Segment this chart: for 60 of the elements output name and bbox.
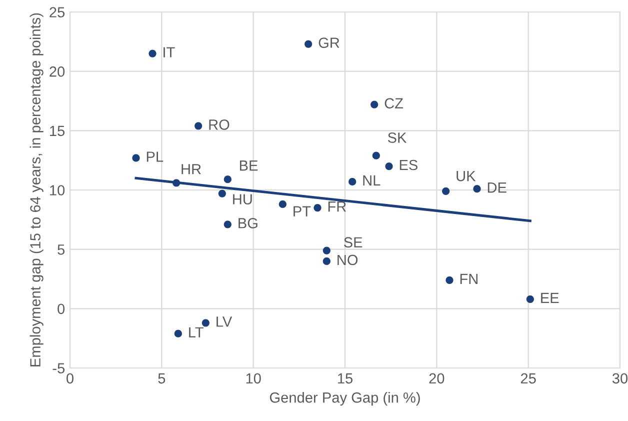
point: [442, 187, 450, 195]
point: [202, 319, 210, 327]
annotation: FN: [460, 274, 478, 284]
x-tick-label: 10: [246, 373, 261, 384]
point: [446, 276, 454, 284]
point: [314, 204, 322, 212]
annotation: LT: [189, 327, 204, 338]
y-tick-label: 5: [58, 244, 65, 255]
x-tick-label: 25: [520, 373, 536, 384]
point: [194, 122, 202, 130]
y-tick-label: 10: [50, 185, 65, 196]
annotation: NL: [363, 175, 380, 186]
annotation: PT: [294, 206, 311, 216]
point: [370, 100, 378, 108]
point: [348, 178, 356, 186]
x-tick-label: 20: [429, 373, 444, 384]
annotation: FR: [328, 202, 346, 212]
annotation: LV: [216, 316, 232, 327]
y-tick-label: 25: [50, 7, 65, 18]
x-axis-title: Gender Pay Gap (in %): [270, 392, 420, 406]
x-tick-label: 30: [612, 373, 628, 384]
point: [148, 50, 156, 58]
annotation: ES: [400, 160, 418, 170]
annotation: EE: [541, 292, 559, 303]
point: [172, 179, 180, 187]
annotation: SE: [344, 237, 362, 248]
x-tick-label: 15: [338, 373, 352, 384]
point: [132, 154, 140, 162]
annotation: HU: [233, 194, 252, 204]
annotation: CZ: [384, 98, 404, 108]
annotation: HR: [182, 164, 201, 174]
point: [218, 190, 226, 198]
y-tick-label: -5: [52, 363, 65, 374]
annotation: SK: [388, 132, 407, 143]
x-tick-label: 5: [158, 373, 166, 384]
x-tick-label: 0: [66, 373, 74, 384]
annotation: IT: [164, 47, 175, 58]
point: [174, 330, 182, 338]
annotation: PL: [146, 152, 164, 162]
point: [385, 162, 393, 170]
point: [322, 257, 330, 266]
y-tick-label: 0: [58, 304, 65, 314]
point: [322, 246, 330, 254]
point: [278, 200, 286, 208]
annotation: RO: [209, 120, 230, 130]
y-tick-label: 20: [50, 66, 65, 77]
point: [224, 176, 232, 184]
annotation: GR: [318, 38, 340, 48]
annotation: UK: [456, 171, 476, 182]
y-axis-title: Employment gap (15 to 64 years, in percentage points): [30, 13, 44, 366]
annotation: DE: [488, 182, 506, 193]
annotation: NO: [338, 254, 358, 266]
y-tick-label: 15: [50, 126, 65, 136]
point: [224, 220, 232, 228]
point: [473, 185, 481, 193]
annotation: BG: [238, 218, 258, 228]
point: [526, 295, 534, 303]
point: [304, 40, 312, 48]
point: [372, 152, 380, 160]
annotation: BE: [240, 160, 258, 171]
